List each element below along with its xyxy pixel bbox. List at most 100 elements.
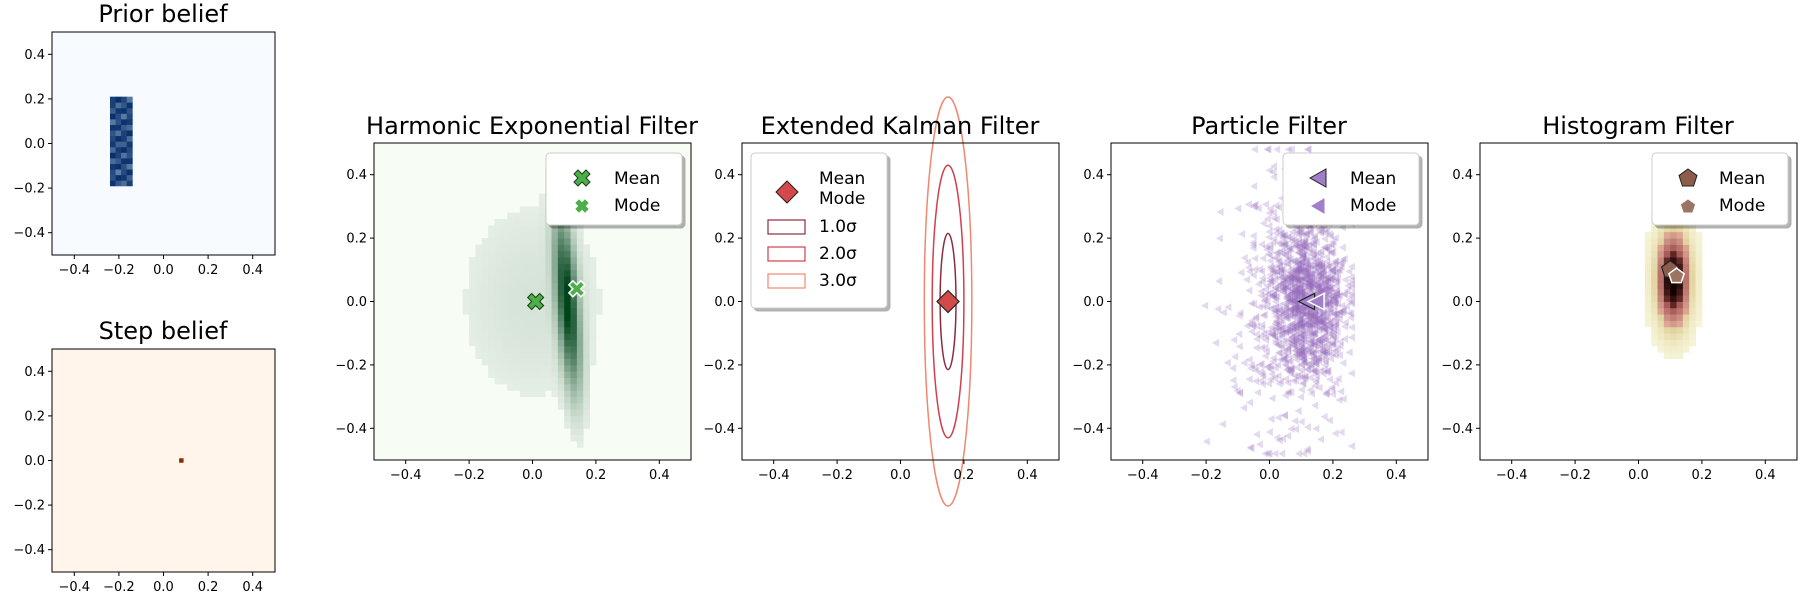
hef-cell bbox=[532, 231, 540, 239]
hef-cell bbox=[551, 225, 559, 233]
pf-particle bbox=[1309, 283, 1317, 292]
hef-cell bbox=[475, 244, 483, 252]
hef-cell bbox=[526, 371, 533, 378]
hf-cell bbox=[1676, 307, 1684, 315]
pf-particle bbox=[1325, 308, 1333, 317]
pf-particle bbox=[1291, 331, 1299, 340]
pf-particle bbox=[1337, 262, 1345, 271]
hef-cell bbox=[532, 383, 540, 391]
pf-particle bbox=[1299, 355, 1307, 364]
pf-particle bbox=[1320, 412, 1328, 421]
pf-particle bbox=[1265, 428, 1273, 437]
pf-particle bbox=[1246, 398, 1254, 407]
prior-cell bbox=[126, 141, 133, 148]
prior-cell bbox=[115, 124, 122, 131]
pf-particle bbox=[1332, 295, 1340, 304]
hef-cell bbox=[513, 219, 521, 226]
pf-particle bbox=[1255, 303, 1263, 312]
pf-particle bbox=[1244, 200, 1252, 209]
hef-cell bbox=[545, 320, 552, 328]
hef-cell bbox=[583, 250, 590, 258]
hef-cell bbox=[557, 326, 565, 334]
hef-legend-mean-label: Mean bbox=[614, 169, 660, 189]
pf-particle bbox=[1297, 345, 1305, 354]
pf-particle bbox=[1313, 319, 1321, 328]
hef-cell bbox=[488, 333, 495, 340]
pf-particle bbox=[1287, 296, 1295, 305]
pf-particle bbox=[1332, 287, 1340, 296]
pf-particle bbox=[1312, 259, 1320, 268]
pf-particle bbox=[1299, 262, 1307, 271]
pf-particle bbox=[1258, 274, 1266, 283]
pf-particle bbox=[1307, 284, 1315, 293]
pf-particle bbox=[1283, 271, 1291, 280]
hef-cell bbox=[538, 377, 546, 385]
hef-cell bbox=[513, 358, 521, 366]
pf-particle bbox=[1311, 322, 1319, 331]
hef-cell bbox=[538, 200, 546, 207]
x-tick-label: 0.2 bbox=[586, 468, 607, 483]
hf-cell bbox=[1644, 257, 1652, 264]
hf-cell bbox=[1657, 276, 1665, 283]
hef-cell bbox=[545, 307, 552, 315]
hf-cell bbox=[1670, 238, 1677, 245]
pf-particle bbox=[1310, 340, 1318, 349]
pf-particle bbox=[1265, 379, 1273, 388]
pf-particle bbox=[1313, 279, 1321, 288]
hf-cell bbox=[1644, 314, 1652, 321]
hef-cell bbox=[519, 282, 527, 290]
pf-particle bbox=[1247, 327, 1255, 336]
hef-cell bbox=[526, 219, 533, 226]
pf-particle bbox=[1307, 314, 1315, 323]
hef-cell bbox=[576, 428, 584, 436]
pf-particle bbox=[1310, 354, 1318, 363]
pf-particle bbox=[1295, 306, 1303, 315]
pf-particle bbox=[1306, 344, 1314, 353]
pf-particle bbox=[1291, 346, 1299, 355]
prior-ticks: −0.4 −0.2 0.0 0.2 0.4−0.4−0.20.00.20.4 bbox=[13, 48, 263, 278]
hef-cell bbox=[507, 326, 514, 334]
hef-cell bbox=[494, 219, 502, 226]
x-tick-label: −0.4 bbox=[1127, 468, 1159, 483]
pf-particle bbox=[1326, 323, 1334, 332]
pf-particle bbox=[1288, 340, 1296, 349]
pf-particle bbox=[1266, 375, 1274, 384]
pf-particle bbox=[1296, 286, 1304, 295]
pf-particle bbox=[1288, 326, 1296, 335]
hef-cell bbox=[589, 314, 597, 321]
pf-particle bbox=[1331, 299, 1339, 308]
pf-particle bbox=[1279, 259, 1287, 268]
pf-particle bbox=[1288, 227, 1296, 236]
pf-particle bbox=[1302, 268, 1310, 277]
hef-cell bbox=[469, 295, 476, 302]
hf-ticks: −0.4 −0.2 0.0 0.2 0.4−0.4−0.20.00.20.4 bbox=[1441, 168, 1775, 483]
hf-cell bbox=[1657, 238, 1665, 245]
hf-cell bbox=[1695, 244, 1703, 252]
pf-particle bbox=[1266, 270, 1274, 279]
hf-cell bbox=[1663, 231, 1671, 239]
hef-cell bbox=[526, 345, 533, 353]
pf-particle bbox=[1304, 332, 1312, 341]
hef-cell bbox=[557, 307, 565, 315]
pf-particle bbox=[1301, 237, 1309, 246]
pf-particle bbox=[1275, 348, 1283, 357]
prior-cell bbox=[115, 174, 122, 181]
pf-particle bbox=[1289, 340, 1297, 349]
pf-particle bbox=[1286, 245, 1294, 254]
pf-particle bbox=[1271, 286, 1279, 295]
hef-cell bbox=[551, 269, 559, 277]
pf-particle bbox=[1341, 275, 1349, 284]
pf-particle bbox=[1292, 350, 1300, 359]
pf-particle bbox=[1324, 287, 1332, 296]
hf-cell bbox=[1676, 320, 1684, 328]
pf-particle bbox=[1271, 312, 1279, 321]
hef-cell bbox=[538, 250, 546, 258]
hf-cell bbox=[1695, 307, 1703, 315]
hef-cell bbox=[500, 307, 508, 315]
pf-particle bbox=[1283, 256, 1291, 265]
hef-cell bbox=[545, 231, 552, 239]
prior-cell bbox=[121, 152, 128, 159]
pf-particle bbox=[1291, 259, 1299, 268]
hf-cell bbox=[1644, 231, 1652, 239]
